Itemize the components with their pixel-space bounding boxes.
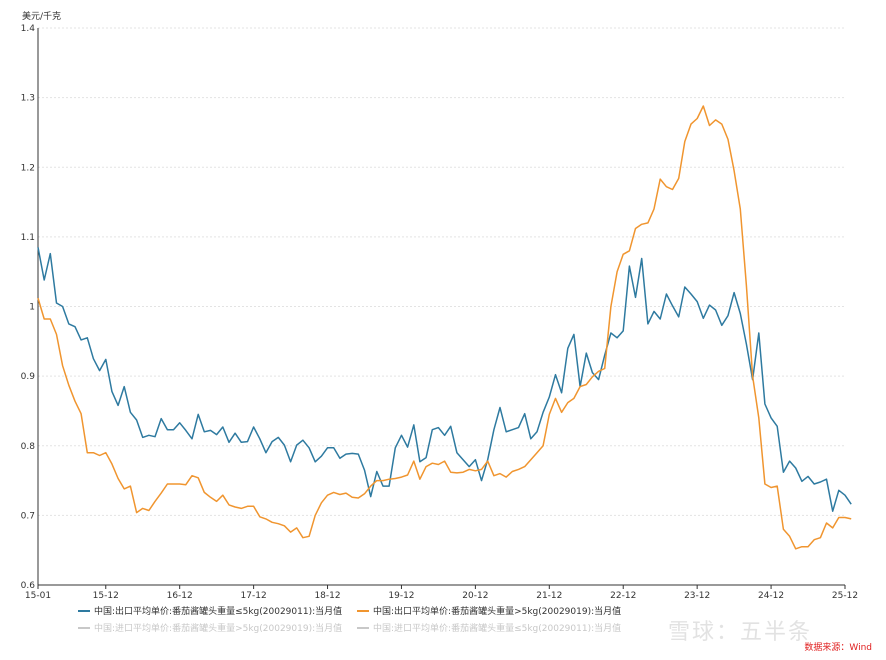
legend-item-series-4[interactable]: 中国:进口平均单价:番茄酱罐头重量≤5kg(20029011):当月值 — [357, 621, 621, 638]
y-axis-unit-label: 美元/千克 — [22, 10, 61, 22]
series-line-2 — [37, 105, 852, 550]
y-tick-label-1: 0.7 — [21, 511, 35, 521]
x-tick-label-9: 23-12 — [684, 591, 710, 601]
legend-label-series-3: 中国:进口平均单价:番茄酱罐头重量>5kg(20029019):当月值 — [94, 624, 343, 634]
watermark: 雪球：五半条 — [668, 620, 813, 645]
legend-label-series-2: 中国:出口平均单价:番茄酱罐头重量>5kg(20029019):当月值 — [373, 607, 622, 617]
x-tick-label-2: 16-12 — [167, 591, 193, 601]
x-tick-label-8: 22-12 — [610, 591, 636, 601]
y-tick-label-7: 1.3 — [21, 94, 35, 104]
series-lines — [37, 105, 852, 550]
y-tick-label-2: 0.8 — [21, 442, 36, 452]
legend: 中国:出口平均单价:番茄酱罐头重量≤5kg(20029011):当月值 中国:出… — [78, 604, 878, 638]
y-tick-label-8: 1.4 — [21, 24, 36, 34]
axes: 0.6 0.7 0.8 0.9 1 1.1 1.2 1.3 1.4 15-01 15-12 16-12… — [21, 24, 858, 601]
x-tick-label-1: 15-12 — [93, 591, 119, 601]
x-tick-label-5: 19-12 — [388, 591, 414, 601]
legend-item-series-3[interactable]: 中国:进口平均单价:番茄酱罐头重量>5kg(20029019):当月值 — [78, 621, 342, 638]
x-tick-label-4: 18-12 — [314, 591, 340, 601]
y-tick-label-3: 0.9 — [21, 372, 36, 382]
gridlines — [38, 27, 845, 516]
legend-label-series-4: 中国:进口平均单价:番茄酱罐头重量≤5kg(20029011):当月值 — [373, 624, 622, 634]
x-tick-label-11: 25-12 — [832, 591, 858, 601]
series-line-1 — [37, 247, 852, 512]
data-source-label: 数据来源：Wind — [804, 643, 872, 653]
x-tick-label-7: 21-12 — [536, 591, 562, 601]
x-tick-label-3: 17-12 — [241, 591, 267, 601]
legend-swatch-series-4 — [357, 626, 369, 629]
x-tick-label-0: 15-01 — [25, 591, 51, 601]
legend-swatch-series-3 — [78, 626, 90, 629]
y-tick-label-5: 1.1 — [21, 233, 35, 243]
y-tick-label-0: 0.6 — [21, 581, 36, 591]
y-tick-label-4: 1 — [29, 303, 35, 313]
legend-item-series-1[interactable]: 中国:出口平均单价:番茄酱罐头重量≤5kg(20029011):当月值 — [78, 604, 342, 621]
legend-swatch-series-2 — [357, 609, 369, 612]
x-tick-label-6: 20-12 — [462, 591, 488, 601]
legend-label-series-1: 中国:出口平均单价:番茄酱罐头重量≤5kg(20029011):当月值 — [94, 607, 343, 617]
x-tick-label-10: 24-12 — [758, 591, 784, 601]
legend-item-series-2[interactable]: 中国:出口平均单价:番茄酱罐头重量>5kg(20029019):当月值 — [357, 604, 621, 621]
legend-swatch-series-1 — [78, 609, 90, 612]
y-tick-label-6: 1.2 — [21, 163, 35, 173]
